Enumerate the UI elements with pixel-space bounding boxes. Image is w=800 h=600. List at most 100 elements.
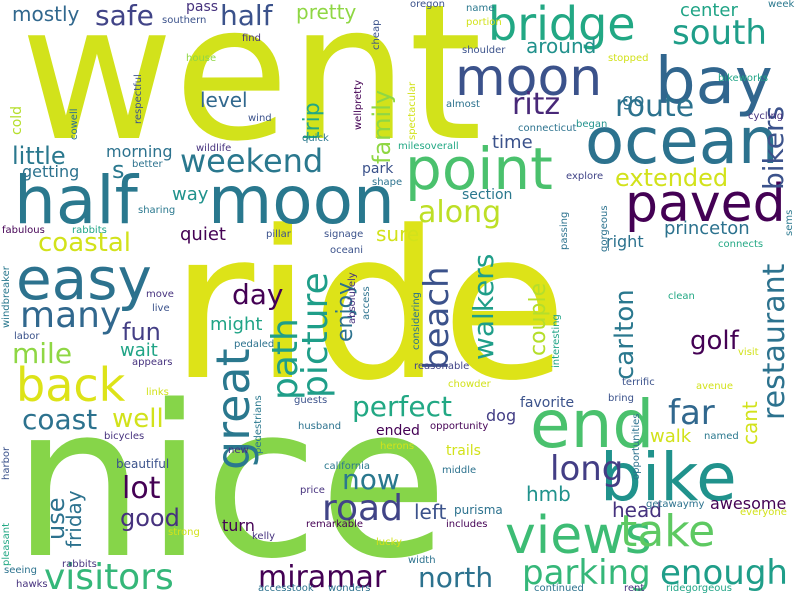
word-south: south [672, 13, 767, 53]
word-family: family [368, 89, 396, 164]
word-half-small: half [220, 0, 273, 32]
word-north: north [418, 561, 494, 594]
word-golf: golf [690, 326, 739, 356]
word-views: views [505, 506, 652, 566]
word-take: take [620, 506, 716, 557]
word-visitors: visitors [44, 557, 174, 598]
word-pillar: pillar [266, 229, 291, 240]
word-seeing: seeing [4, 565, 37, 576]
word-fun: fun [122, 318, 161, 346]
word-reasonable: reasonable [414, 361, 470, 372]
word-ridegorgeous: ridegorgeous [666, 583, 732, 594]
word-center: center [680, 0, 738, 21]
word-connecticut: connecticut [518, 123, 577, 134]
word-moon-mid: moon [455, 48, 603, 108]
word-cold: cold [9, 105, 25, 135]
word-left: left [414, 500, 447, 524]
word-bring: bring [608, 393, 634, 404]
word-day: day [232, 278, 284, 311]
word-way: way [172, 184, 209, 205]
word-opportunities: opportunities [631, 413, 642, 480]
word-trails: trails [446, 443, 481, 459]
word-parking: parking [522, 553, 651, 593]
word-middle: middle [442, 465, 477, 476]
word-friday: friday [62, 490, 86, 548]
word-better: better [132, 159, 163, 170]
word-morning: morning [106, 142, 173, 161]
word-lot: lot [122, 471, 161, 506]
word-guests: guests [294, 395, 328, 406]
word-southern: southern [162, 15, 207, 26]
word-purisma: purisma [454, 503, 503, 517]
word-chowder: chowder [448, 379, 491, 390]
word-bridge: bridge [488, 0, 636, 51]
word-bikeworks: bikeworks [718, 73, 769, 84]
word-miramar: miramar [258, 560, 387, 595]
word-might: might [210, 314, 263, 335]
word-wellpretty: wellpretty [353, 79, 364, 130]
word-wait: wait [120, 340, 158, 361]
word-continued: continued [534, 583, 584, 594]
word-beach: beach [417, 266, 457, 370]
word-moon-large: moon [208, 162, 395, 239]
word-restaurant: restaurant [757, 263, 792, 420]
word-access: access [361, 286, 372, 320]
word-hawks: hawks [16, 579, 48, 590]
word-california: california [324, 461, 371, 472]
word-oceani: oceani [330, 245, 364, 256]
word-interesting: interesting [551, 314, 562, 368]
word-labor: labor [14, 331, 40, 342]
word-respectful: respectful [133, 74, 144, 124]
word-fabulous: fabulous [2, 225, 45, 236]
word-passing: passing [559, 211, 570, 250]
word-bicycles: bicycles [104, 431, 145, 442]
word-ocean: ocean [585, 105, 779, 179]
word-enough: enough [660, 553, 788, 593]
word-links: links [146, 387, 169, 398]
word-princeton: princeton [664, 218, 750, 239]
word-back: back [16, 358, 126, 412]
word-head: head [612, 498, 662, 522]
word-cowell: cowell [69, 108, 80, 140]
word-pedestrians: pedestrians [253, 395, 264, 454]
word-connects: connects [718, 239, 764, 250]
word-getawaymy: getawaymy [646, 499, 705, 510]
word-along: along [418, 195, 502, 230]
word-absolutely: absolutely [347, 272, 358, 324]
word-ritz: ritz [512, 87, 561, 122]
word-little: little [12, 142, 66, 170]
word-picture: picture [295, 272, 336, 398]
word-half-large: half [14, 162, 138, 239]
word-sems: sems [784, 209, 795, 236]
word-safe: safe [95, 0, 154, 32]
word-route: route [615, 89, 695, 124]
word-wind: wind [248, 113, 272, 124]
word-pedaled: pedaled [234, 339, 275, 350]
word-sure: sure [376, 222, 420, 246]
word-wildlife: wildlife [196, 143, 232, 154]
word-easy: easy [16, 245, 152, 313]
word-now: now [342, 463, 400, 496]
word-name: name [466, 3, 495, 14]
word-week: week [768, 0, 795, 10]
word-lucky: lucky [376, 537, 402, 548]
word-well: well [112, 404, 164, 434]
word-awesome: awesome [710, 494, 787, 513]
word-herons: herons [380, 441, 415, 452]
word-far: far [668, 393, 715, 433]
word-pretty: pretty [296, 0, 357, 24]
word-mostly: mostly [12, 2, 80, 26]
word-sharing: sharing [138, 205, 176, 216]
word-bay: bay [655, 45, 773, 119]
word-find: find [242, 33, 261, 44]
word-carlton: carlton [610, 289, 640, 380]
word-went: went [20, 0, 483, 183]
word-terrific: terrific [622, 377, 655, 388]
word-road: road [322, 488, 403, 529]
word-appears: appears [132, 357, 173, 368]
word-portion: portion [466, 17, 502, 28]
word-milesoverall: milesoverall [398, 141, 459, 152]
word-paved: paved [625, 174, 786, 234]
word-couple: couple [526, 282, 551, 356]
